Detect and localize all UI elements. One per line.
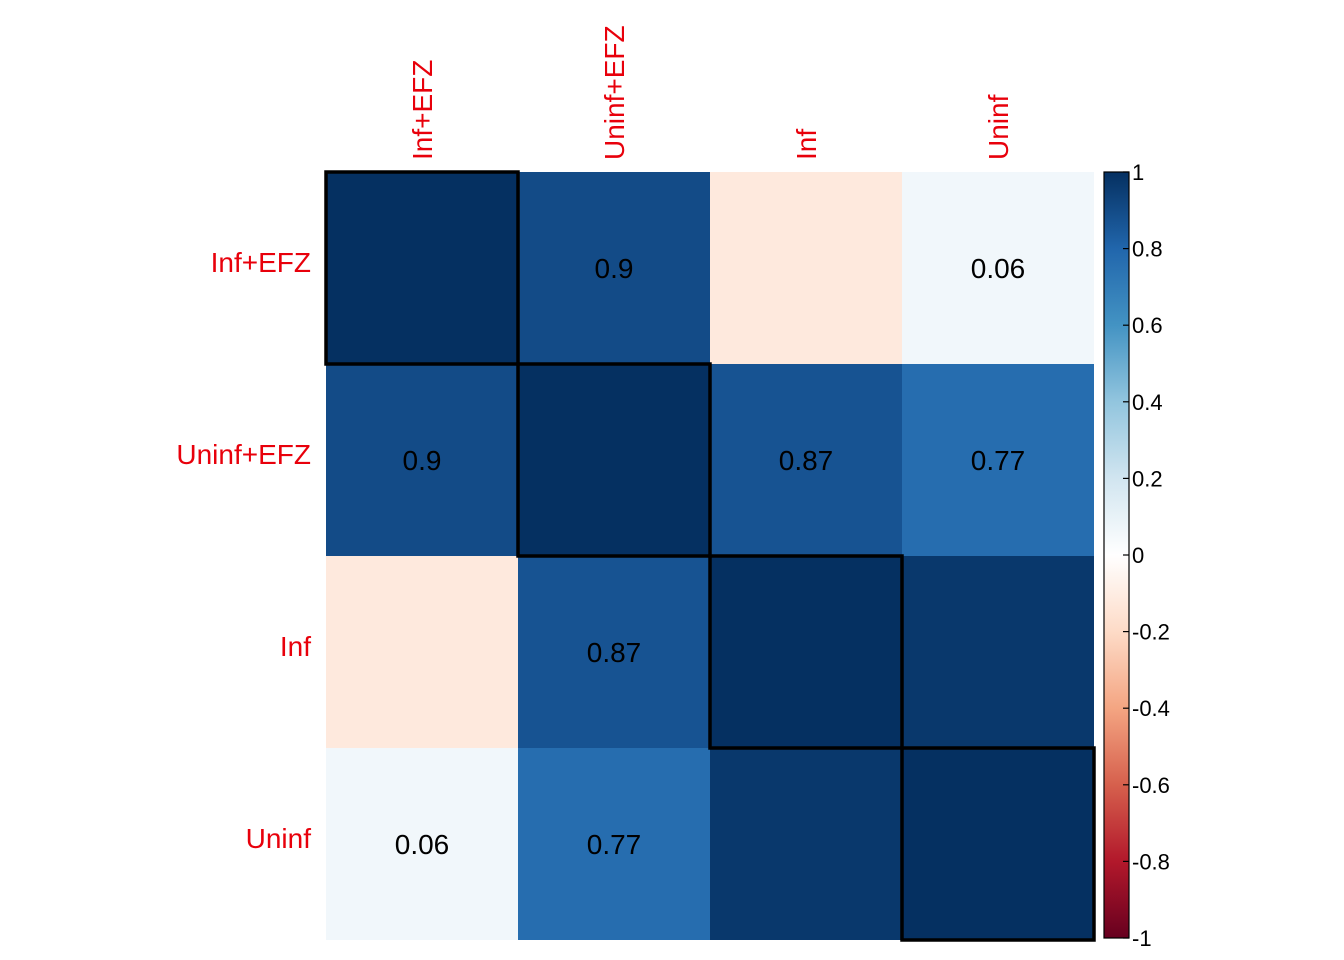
color-bar-tick-label: 0.6: [1132, 313, 1163, 338]
heatmap-cell: [518, 364, 710, 556]
color-bar-tick-label: -0.6: [1132, 773, 1170, 798]
cell-value-label: 0.87: [779, 445, 834, 476]
cell-value-label: 0.77: [587, 829, 642, 860]
color-bar-tick-label: -0.4: [1132, 696, 1170, 721]
cluster-box: [516, 362, 712, 558]
row-label: Inf+EFZ: [211, 247, 311, 278]
heatmap-cell: [518, 556, 710, 748]
heatmap-cell: [710, 556, 902, 748]
heatmap-cells: [326, 172, 1094, 940]
heatmap-cell: [326, 556, 518, 748]
cell-value-label: 0.06: [971, 253, 1026, 284]
cluster-box: [324, 170, 520, 366]
row-labels: Inf+EFZ Uninf+EFZ Inf Uninf: [176, 247, 311, 854]
heatmap-cell: [902, 556, 1094, 748]
heatmap-cell: [326, 748, 518, 940]
cell-value-label: 0.9: [403, 445, 442, 476]
cell-value-label: 0.9: [595, 253, 634, 284]
column-label: Uninf+EFZ: [599, 25, 630, 160]
heatmap-cell: [902, 364, 1094, 556]
color-bar-tick-label: -0.8: [1132, 849, 1170, 874]
heatmap-cell-labels: 0.9 0.06 0.9 0.87 0.77 0.87 0.06 0.77: [395, 253, 1026, 860]
row-label: Uninf+EFZ: [176, 439, 311, 470]
heatmap-cell: [710, 748, 902, 940]
cluster-box: [900, 746, 1096, 942]
color-bar-tick-label: 0.4: [1132, 390, 1163, 415]
color-bar-tick-label: 0.2: [1132, 466, 1163, 491]
cluster-box: [708, 554, 904, 750]
color-bar-tick-label: -0.2: [1132, 620, 1170, 645]
heatmap-cell: [518, 172, 710, 364]
heatmap-cell: [326, 364, 518, 556]
column-label: Uninf: [983, 94, 1014, 160]
cell-value-label: 0.06: [395, 829, 450, 860]
heatmap-cell: [710, 172, 902, 364]
heatmap-cell: [902, 172, 1094, 364]
heatmap-cell: [518, 748, 710, 940]
column-label: Inf: [791, 129, 822, 160]
heatmap-cell: [710, 364, 902, 556]
color-bar-tick-label: 0.8: [1132, 237, 1163, 262]
cluster-rectangles: [324, 170, 1096, 942]
color-bar-tick-label: 1: [1132, 160, 1144, 185]
color-bar-tick-label: -1: [1132, 926, 1152, 951]
cell-value-label: 0.77: [971, 445, 1026, 476]
cell-value-label: 0.87: [587, 637, 642, 668]
row-label: Uninf: [246, 823, 312, 854]
color-bar-tick-label: 0: [1132, 543, 1144, 568]
heatmap-cell: [902, 748, 1094, 940]
column-labels: Inf+EFZ Uninf+EFZ Inf Uninf: [407, 25, 1014, 160]
row-label: Inf: [280, 631, 311, 662]
column-label: Inf+EFZ: [407, 60, 438, 160]
color-legend: 1 0.8 0.6 0.4 0.2 0 -0.2 -0.4 -0.6 -0.8 -1: [1103, 160, 1170, 951]
heatmap-cell: [326, 172, 518, 364]
